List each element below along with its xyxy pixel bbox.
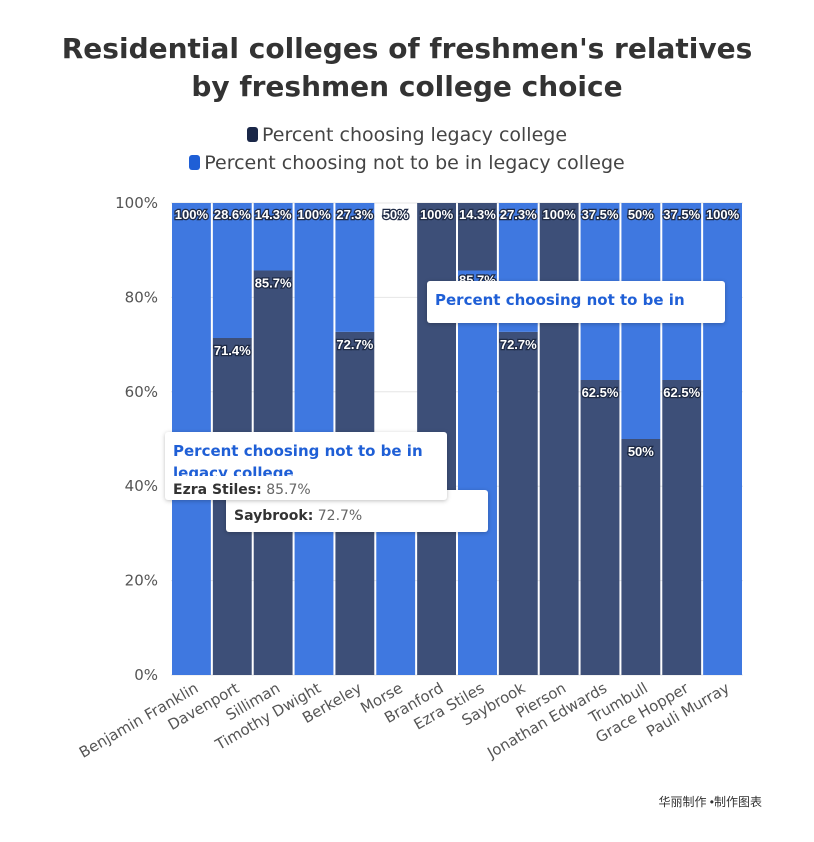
- bar-label-legacy-saybrook: 72.7%: [500, 337, 537, 352]
- bar-label-legacy-trumbull: 50%: [628, 444, 654, 459]
- bar-label-legacy-silliman: 85.7%: [255, 275, 292, 290]
- bar-label-not-legacy-timothy-dwight: 100%: [297, 207, 331, 222]
- tooltip-value-saybrook: 72.7%: [317, 508, 363, 524]
- legend-label-legacy: Percent choosing legacy college: [261, 124, 568, 146]
- bar-label-not-legacy-trumbull: 50%: [628, 207, 654, 222]
- bar-not-legacy-davenport: [212, 203, 252, 338]
- chart-title-line-2: by freshmen college choice: [191, 70, 623, 103]
- bar-label-not-legacy-davenport: 28.6%: [214, 207, 251, 222]
- tooltip-line-saybrook: Saybrook: 72.7%: [234, 508, 480, 524]
- tooltip-heading: Percent choosing not to be in legacy col…: [435, 291, 685, 315]
- bar-label-not-legacy-saybrook: 27.3%: [500, 207, 537, 222]
- chart-credit: 华丽制作 •制作图表: [658, 795, 762, 809]
- legend-item-not-legacy[interactable]: Percent choosing not to be in legacy col…: [0, 152, 814, 174]
- bar-label-not-legacy-silliman: 14.3%: [255, 207, 292, 222]
- bar-not-legacy-pauli-murray: [703, 203, 742, 675]
- bar-label-legacy-ezra-stiles: 14.3%: [459, 207, 496, 222]
- bar-label-not-legacy-berkeley: 27.3%: [336, 207, 373, 222]
- bar-legacy-trumbull: [621, 439, 661, 675]
- legend-swatch-legacy: [246, 127, 258, 142]
- y-tick-label: 80%: [125, 288, 158, 306]
- bar-label-legacy-berkeley: 72.7%: [336, 337, 373, 352]
- tooltip-ezra-stiles: Percent choosing not to be in legacy col…: [427, 281, 725, 323]
- y-tick-label: 0%: [134, 666, 158, 684]
- bar-legacy-saybrook: [498, 331, 538, 675]
- tooltip-heading-front: Percent choosing not to be in legacy col…: [173, 442, 423, 476]
- bar-label-not-legacy-morse: 50%: [383, 207, 409, 222]
- legend-swatch-not-legacy: [189, 155, 201, 170]
- y-tick-label: 40%: [125, 477, 158, 495]
- y-tick-label: 20%: [125, 572, 158, 590]
- bar-legacy-pierson: [539, 203, 579, 675]
- bar-label-legacy-grace-hopper: 62.5%: [663, 385, 700, 400]
- tooltip-label-saybrook: Saybrook:: [234, 508, 314, 524]
- legend-label-not-legacy: Percent choosing not to be in legacy col…: [204, 152, 625, 174]
- tooltip-line-ezra: Ezra Stiles: 85.7%: [173, 482, 439, 498]
- tooltip-value-ezra: 85.7%: [266, 482, 311, 498]
- bar-label-not-legacy-grace-hopper: 37.5%: [663, 207, 700, 222]
- y-tick-label: 60%: [125, 383, 158, 401]
- bar-legacy-jonathan-edwards: [580, 380, 620, 675]
- bar-label-legacy-davenport: 71.4%: [214, 343, 251, 358]
- bar-label-legacy-branford: 100%: [420, 207, 454, 222]
- bar-label-not-legacy-pauli-murray: 100%: [706, 207, 740, 222]
- tooltip-front: Percent choosing not to be in legacy col…: [165, 432, 447, 500]
- legend-item-legacy[interactable]: Percent choosing legacy college: [0, 124, 814, 146]
- bar-label-legacy-pierson: 100%: [543, 207, 577, 222]
- bar-not-legacy-ezra-stiles: [458, 270, 497, 675]
- tooltip-label-ezra: Ezra Stiles:: [173, 482, 262, 498]
- bar-legacy-grace-hopper: [662, 380, 702, 675]
- chart-title-line-1: Residential colleges of freshmen's relat…: [61, 32, 753, 65]
- bar-label-legacy-jonathan-edwards: 62.5%: [582, 385, 619, 400]
- bar-not-legacy-berkeley: [335, 203, 375, 332]
- bar-not-legacy-silliman: [253, 203, 293, 271]
- chart-title: Residential colleges of freshmen's relat…: [0, 30, 814, 106]
- y-tick-label: 100%: [115, 194, 158, 212]
- bar-label-not-legacy-benjamin-franklin: 100%: [175, 207, 209, 222]
- bar-label-not-legacy-jonathan-edwards: 37.5%: [582, 207, 619, 222]
